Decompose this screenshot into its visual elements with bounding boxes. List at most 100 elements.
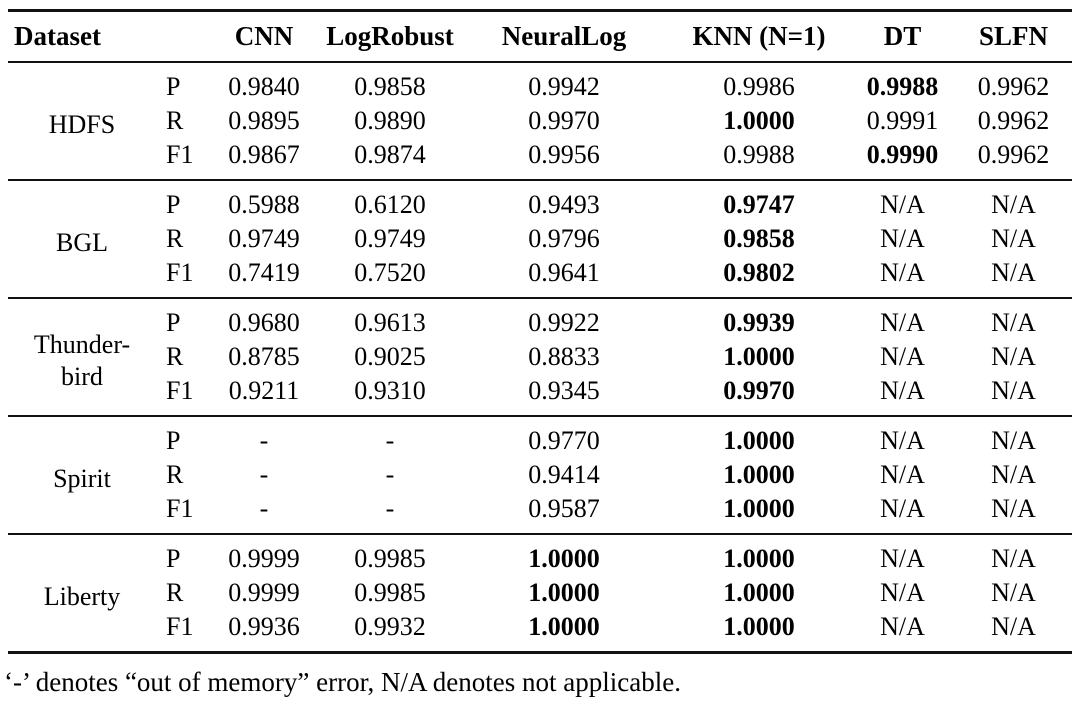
header-slfn: SLFN xyxy=(955,10,1072,63)
value-cell: 1.0000 xyxy=(723,106,795,135)
results-table: Dataset CNN LogRobust NeuralLog KNN (N=1… xyxy=(8,9,1072,654)
value-cell: N/A xyxy=(880,426,925,455)
value-cell: 0.9802 xyxy=(723,258,795,287)
value-cell: 0.9936 xyxy=(228,612,300,641)
value-cell: 0.9991 xyxy=(866,106,939,135)
value-cell: - xyxy=(259,494,269,523)
table-row: F1 - - 0.9587 1.0000 N/A N/A xyxy=(8,492,1072,534)
metric-label: F1 xyxy=(166,376,194,405)
value-cell: 0.9641 xyxy=(528,258,600,287)
value-cell: 0.9680 xyxy=(228,308,300,337)
metric-label: F1 xyxy=(166,494,194,523)
dataset-label: HDFS xyxy=(48,109,116,139)
value-cell: 0.9985 xyxy=(354,578,426,607)
value-cell: N/A xyxy=(991,308,1036,337)
value-cell: 0.9999 xyxy=(228,544,300,573)
header-dataset: Dataset xyxy=(8,10,156,63)
value-cell: 0.9922 xyxy=(528,308,600,337)
value-cell: 0.9942 xyxy=(528,72,600,101)
value-cell: - xyxy=(385,494,395,523)
value-cell: N/A xyxy=(880,376,925,405)
dataset-label: BGL xyxy=(56,227,108,257)
value-cell: 0.7419 xyxy=(228,258,300,287)
value-cell: 1.0000 xyxy=(723,544,795,573)
table-row: R 0.9749 0.9749 0.9796 0.9858 N/A N/A xyxy=(8,222,1072,256)
dataset-section: Liberty P 0.9999 0.9985 1.0000 1.0000 N/A N/A R 0… xyxy=(8,534,1072,653)
value-cell: 1.0000 xyxy=(528,612,600,641)
table-row: Spirit P - - 0.9770 1.0000 N/A N/A xyxy=(8,416,1072,493)
table-row: R 0.9999 0.9985 1.0000 1.0000 N/A N/A xyxy=(8,576,1072,610)
value-cell: 0.9939 xyxy=(723,308,795,337)
value-cell: 0.9970 xyxy=(723,376,795,405)
value-cell: N/A xyxy=(991,342,1036,371)
value-cell: 0.9749 xyxy=(228,224,300,253)
value-cell: 0.9587 xyxy=(528,494,600,523)
metric-label: F1 xyxy=(166,612,194,641)
metric-label: P xyxy=(166,426,181,455)
value-cell: - xyxy=(385,460,395,489)
header-row: Dataset CNN LogRobust NeuralLog KNN (N=1… xyxy=(8,10,1072,63)
value-cell: N/A xyxy=(880,224,925,253)
value-cell: - xyxy=(259,460,269,489)
metric-label: R xyxy=(166,224,184,253)
value-cell: N/A xyxy=(880,494,925,523)
table-row: R 0.8785 0.9025 0.8833 1.0000 N/A N/A xyxy=(8,340,1072,374)
value-cell: 1.0000 xyxy=(723,460,795,489)
table-row: Liberty P 0.9999 0.9985 1.0000 1.0000 N/A N/A xyxy=(8,534,1072,611)
value-cell: 0.8785 xyxy=(228,342,300,371)
value-cell: 0.7520 xyxy=(354,258,426,287)
value-cell: N/A xyxy=(880,460,925,489)
value-cell: 0.9890 xyxy=(354,106,426,135)
value-cell: 0.9985 xyxy=(354,544,426,573)
value-cell: N/A xyxy=(991,460,1036,489)
value-cell: 0.9493 xyxy=(528,190,600,219)
value-cell: 0.9867 xyxy=(228,140,300,169)
table-row: F1 0.9867 0.9874 0.9956 0.9988 0.9990 0.9962 xyxy=(8,138,1072,180)
value-cell: 0.9986 xyxy=(723,72,795,101)
value-cell: 1.0000 xyxy=(723,494,795,523)
value-cell: N/A xyxy=(991,578,1036,607)
value-cell: 0.9796 xyxy=(528,224,600,253)
header-metric xyxy=(156,10,208,63)
value-cell: N/A xyxy=(991,258,1036,287)
value-cell: 0.9956 xyxy=(528,140,600,169)
value-cell: 0.9858 xyxy=(354,72,426,101)
header-neurallog: NeuralLog xyxy=(460,10,668,63)
value-cell: - xyxy=(385,426,395,455)
value-cell: - xyxy=(259,426,269,455)
value-cell: 0.9932 xyxy=(354,612,426,641)
value-cell: 0.8833 xyxy=(528,342,600,371)
metric-label: P xyxy=(166,544,181,573)
metric-label: R xyxy=(166,106,184,135)
value-cell: 0.9310 xyxy=(354,376,426,405)
value-cell: N/A xyxy=(991,224,1036,253)
table-row: R 0.9895 0.9890 0.9970 1.0000 0.9991 0.9962 xyxy=(8,104,1072,138)
metric-label: P xyxy=(166,190,181,219)
table-row: HDFS P 0.9840 0.9858 0.9942 0.9986 0.9988 0.996… xyxy=(8,62,1072,139)
value-cell: 0.9025 xyxy=(354,342,426,371)
value-cell: 1.0000 xyxy=(723,578,795,607)
table-row: F1 0.7419 0.7520 0.9641 0.9802 N/A N/A xyxy=(8,256,1072,298)
dataset-section: Spirit P - - 0.9770 1.0000 N/A N/A R - - 0.9414 1.00… xyxy=(8,416,1072,534)
value-cell: N/A xyxy=(991,426,1036,455)
value-cell: N/A xyxy=(991,376,1036,405)
value-cell: 0.9211 xyxy=(228,376,300,405)
value-cell: 1.0000 xyxy=(723,426,795,455)
value-cell: 0.9962 xyxy=(977,72,1050,101)
metric-label: F1 xyxy=(166,258,194,287)
table-row: BGL P 0.5988 0.6120 0.9493 0.9747 N/A N/A xyxy=(8,180,1072,257)
value-cell: 1.0000 xyxy=(528,544,600,573)
table-footnote: ‘-’ denotes “out of memory” error, N/A d… xyxy=(4,667,681,697)
value-cell: N/A xyxy=(880,258,925,287)
value-cell: N/A xyxy=(991,612,1036,641)
metric-label: R xyxy=(166,578,184,607)
table-row: Thunder- bird P 0.9680 0.9613 0.9922 0.9939 N/… xyxy=(8,298,1072,391)
value-cell: N/A xyxy=(991,544,1036,573)
value-cell: 1.0000 xyxy=(723,342,795,371)
value-cell: 0.9962 xyxy=(977,106,1050,135)
header-logrobust: LogRobust xyxy=(320,10,460,63)
table-row: R - - 0.9414 1.0000 N/A N/A xyxy=(8,458,1072,492)
value-cell: 0.9970 xyxy=(528,106,600,135)
value-cell: N/A xyxy=(991,494,1036,523)
